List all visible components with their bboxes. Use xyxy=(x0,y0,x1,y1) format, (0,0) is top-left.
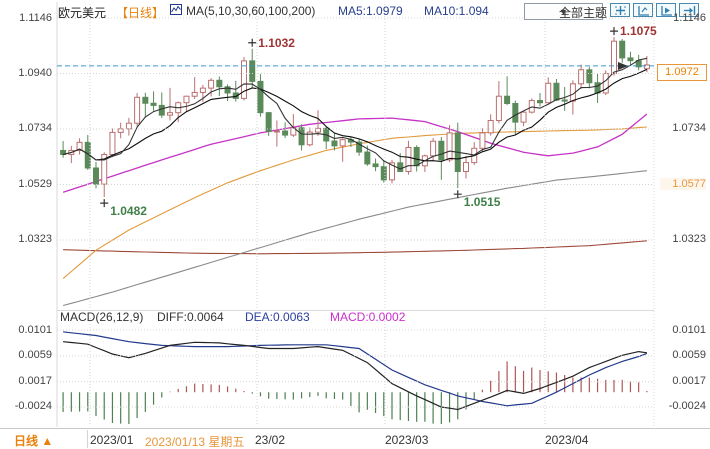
fit-scale-button[interactable] xyxy=(633,3,653,17)
macd-axis-left-tick: -0.0024 xyxy=(14,400,52,412)
macd-diff-value: DIFF:0.0064 xyxy=(157,310,224,324)
time-axis-tick: 2023/04 xyxy=(545,433,589,447)
svg-text:1.0515: 1.0515 xyxy=(464,195,501,209)
themes-dropdown[interactable]: 全部主题 ▼ xyxy=(524,3,607,20)
triangle-up-icon: ▲ xyxy=(41,434,54,448)
macd-axis-left-tick: 0.0017 xyxy=(18,375,52,387)
macd-axis-left-tick: 0.0101 xyxy=(18,324,52,336)
price-axis-left-tick: 1.0529 xyxy=(18,178,52,190)
indicator-icon xyxy=(170,4,182,18)
jump-latest-button[interactable] xyxy=(679,3,699,17)
price-axis-left-tick: 1.0323 xyxy=(18,233,52,245)
macd-axis-right-tick: 0.0059 xyxy=(672,349,706,361)
arrow-to-end-icon xyxy=(683,5,695,15)
pan-right-button[interactable] xyxy=(656,3,676,17)
axis-fit-icon xyxy=(637,5,649,16)
ma-settings-label: MA(5,10,30,60,100,200) xyxy=(186,4,316,18)
crosshair-move-icon xyxy=(614,5,626,15)
price-axis-right-tick: 1.1146 xyxy=(673,12,706,24)
price-axis-left-tick: 1.1146 xyxy=(19,12,52,24)
price-axis-right-tick: 1.0734 xyxy=(672,122,706,134)
svg-text:1.0482: 1.0482 xyxy=(110,204,147,218)
macd-axis-right-tick: -0.0024 xyxy=(668,400,706,412)
time-axis-tick: 2023/01 xyxy=(90,433,134,447)
svg-text:1.1075: 1.1075 xyxy=(620,24,657,38)
time-axis-tick: 23/02 xyxy=(255,433,286,447)
current-price-badge: 1.0972 xyxy=(657,64,707,81)
macd-axis-right-tick: 0.0101 xyxy=(672,324,706,336)
macd-macd-value: MACD:0.0002 xyxy=(330,310,406,324)
themes-dropdown-label: 全部主题 xyxy=(559,6,608,20)
period-selector[interactable]: 日线 ▲ xyxy=(14,432,53,449)
secondary-price-label: 1.0577 xyxy=(660,178,706,190)
price-axis-right-tick: 1.0323 xyxy=(672,233,706,245)
price-axis-left-tick: 1.0734 xyxy=(18,122,52,134)
macd-title: MACD(26,12,9) xyxy=(60,310,144,324)
macd-axis-right-tick: 0.0017 xyxy=(672,375,706,387)
svg-text:1.1032: 1.1032 xyxy=(258,36,295,50)
chevron-down-icon: ▼ xyxy=(559,7,568,17)
price-axis-left-tick: 1.0940 xyxy=(18,67,52,79)
period-label: 日线 xyxy=(14,434,39,448)
macd-dea-value: DEA:0.0063 xyxy=(245,310,310,324)
ma10-value-label: MA10:1.094 xyxy=(424,4,489,18)
pan-tool-button[interactable] xyxy=(610,3,630,17)
macd-axis-left-tick: 0.0059 xyxy=(18,349,52,361)
macd-header: MACD(26,12,9) DIFF:0.0064 DEA:0.0063 MAC… xyxy=(0,310,710,324)
period-tag: 【日线】 xyxy=(116,6,165,20)
crosshair-date-label: 2023/01/13 星期五 xyxy=(145,435,245,449)
ma5-value-label: MA5:1.0979 xyxy=(338,4,403,18)
footer-divider xyxy=(87,430,88,448)
chart-header: 欧元美元 【日线】 MA(5,10,30,60,100,200) MA5:1.0… xyxy=(0,2,710,20)
time-axis-tick: 2023/03 xyxy=(385,433,429,447)
symbol-name: 欧元美元 xyxy=(58,6,107,20)
play-right-icon xyxy=(660,5,672,16)
time-axis: 2023/01 2023/01/13 星期五 23/02 2023/03 202… xyxy=(0,428,710,449)
